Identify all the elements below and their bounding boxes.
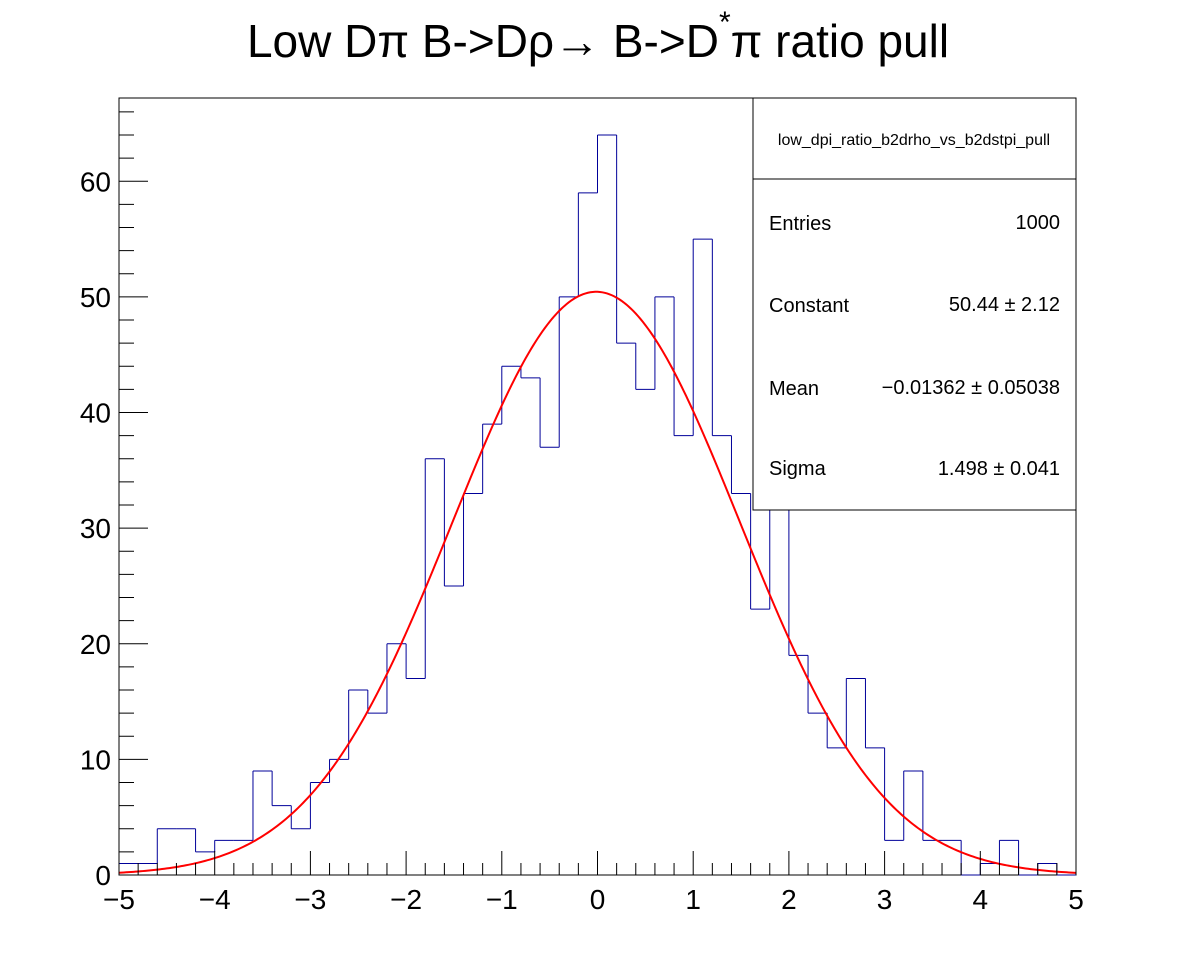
x-tick-label: 0 bbox=[590, 884, 606, 915]
stats-value-entries: 1000 bbox=[1016, 212, 1061, 234]
x-tick-label: −5 bbox=[103, 884, 135, 915]
stats-label-mean: Mean bbox=[769, 378, 819, 400]
stats-label-entries: Entries bbox=[769, 213, 831, 235]
y-tick-label: 40 bbox=[80, 398, 111, 429]
x-tick-label: 5 bbox=[1068, 884, 1084, 915]
stats-value-mean: −0.01362 ± 0.05038 bbox=[882, 377, 1060, 399]
fit-layer bbox=[118, 290, 1077, 874]
x-tick-label: 2 bbox=[781, 884, 797, 915]
y-tick-label: 50 bbox=[80, 282, 111, 313]
title-prefix: Low Dπ B->Dρ→ B->D bbox=[246, 15, 719, 67]
x-tick-label: 3 bbox=[877, 884, 893, 915]
x-tick-label: −1 bbox=[486, 884, 518, 915]
gaussian-fit-curve bbox=[118, 290, 1077, 874]
x-tick-label: 1 bbox=[685, 884, 701, 915]
chart-title: Low Dπ B->Dρ→ B->D*π ratio pull bbox=[0, 6, 1196, 68]
y-tick-label: 60 bbox=[80, 166, 111, 197]
y-tick-label: 0 bbox=[95, 860, 111, 891]
stats-box-frame bbox=[752, 97, 1077, 511]
x-tick-label: −2 bbox=[390, 884, 422, 915]
y-tick-label: 30 bbox=[80, 513, 111, 544]
y-tick-label: 10 bbox=[80, 744, 111, 775]
stats-value-constant: 50.44 ± 2.12 bbox=[949, 294, 1060, 316]
title-suffix: π ratio pull bbox=[730, 15, 950, 67]
x-tick-label: −3 bbox=[294, 884, 326, 915]
stats-box: low_dpi_ratio_b2drho_vs_b2dstpi_pull Ent… bbox=[752, 97, 1077, 511]
y-tick-label: 20 bbox=[80, 629, 111, 660]
x-tick-label: 4 bbox=[973, 884, 989, 915]
stats-label-constant: Constant bbox=[769, 295, 849, 317]
stats-value-sigma: 1.498 ± 0.041 bbox=[938, 458, 1060, 480]
title-superscript: * bbox=[718, 6, 731, 39]
stats-label-sigma: Sigma bbox=[769, 458, 827, 480]
histogram-layer bbox=[119, 134, 1076, 876]
x-tick-label: −4 bbox=[199, 884, 231, 915]
stats-histogram-name: low_dpi_ratio_b2drho_vs_b2dstpi_pull bbox=[778, 132, 1050, 149]
